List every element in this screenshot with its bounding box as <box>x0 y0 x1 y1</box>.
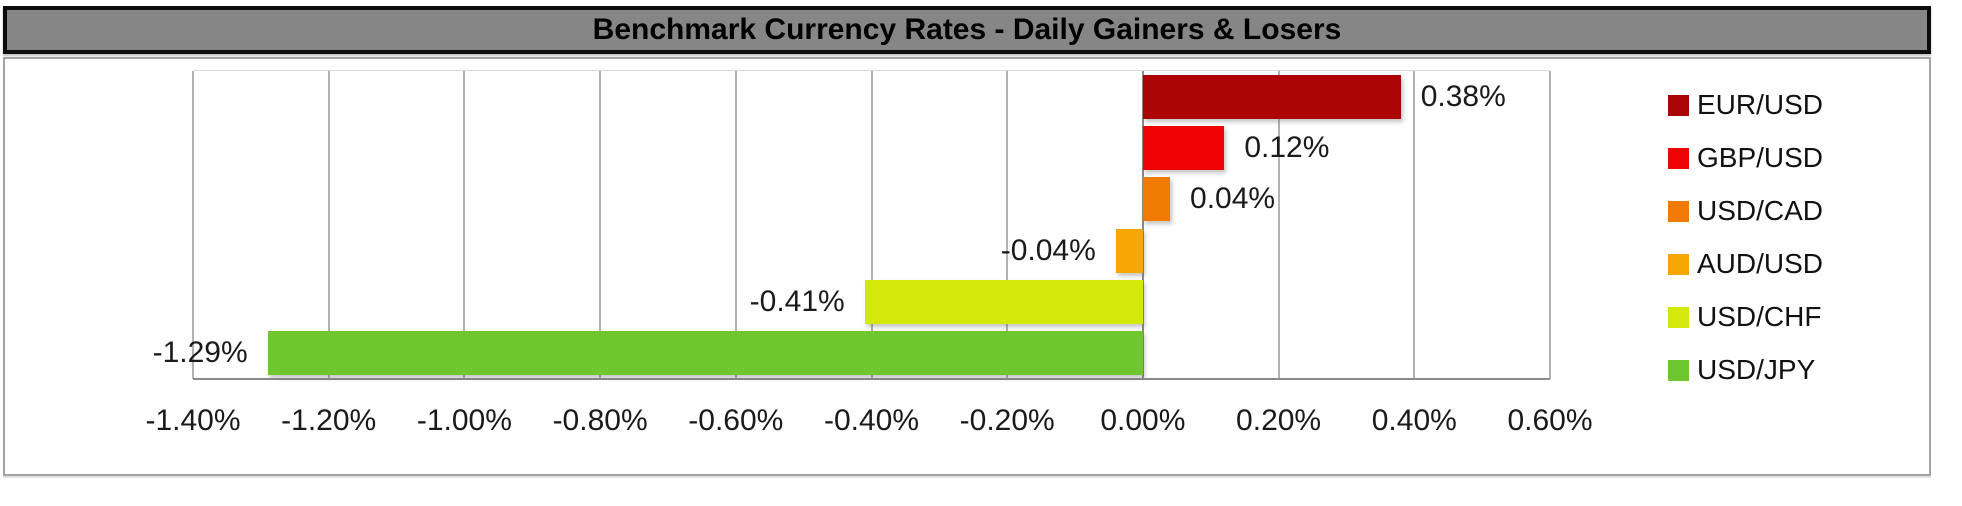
legend-label: EUR/USD <box>1697 89 1824 120</box>
legend-item-usd-chf: USD/CHF <box>1668 301 1821 333</box>
x-axis-tick-label: -1.20% <box>281 404 377 437</box>
gridline <box>1549 71 1551 379</box>
legend-color-swatch <box>1668 306 1689 328</box>
zero-axis-line <box>1141 71 1144 379</box>
bar-value-label-eur-usd: 0.38% <box>1420 79 1506 113</box>
legend-item-usd-jpy: USD/JPY <box>1668 354 1815 386</box>
x-axis-tick-label: 0.00% <box>1100 404 1186 437</box>
bar-usd-cad <box>1142 177 1171 222</box>
gridline <box>1277 71 1280 379</box>
legend-label: AUD/USD <box>1697 248 1824 279</box>
gridline <box>1413 71 1416 379</box>
bar-value-label-usd-cad: 0.04% <box>1190 182 1276 216</box>
legend-item-eur-usd: EUR/USD <box>1668 89 1823 121</box>
legend-color-swatch <box>1668 94 1689 116</box>
legend-label: GBP/USD <box>1697 142 1824 173</box>
x-axis-tick-label: -0.60% <box>688 404 784 437</box>
gridline <box>870 71 873 379</box>
x-axis: -1.40% -1.20% -1.00% -0.80% -0.60% -0.40% -0.2… <box>145 404 1592 441</box>
legend-item-gbp-usd: GBP/USD <box>1668 142 1823 174</box>
bar-aud-usd <box>1115 228 1143 273</box>
legend-label: USD/CAD <box>1697 195 1824 226</box>
x-axis-tick-label: -1.40% <box>145 404 241 437</box>
x-axis-tick-label: -0.40% <box>823 404 920 437</box>
bar-value-label-usd-chf: -0.41% <box>749 285 845 318</box>
chart-title-bar: Benchmark Currency Rates - Daily Gainers… <box>3 6 1931 54</box>
gridline <box>599 71 602 379</box>
bar-usd-chf <box>864 280 1143 324</box>
legend-color-swatch <box>1668 147 1689 169</box>
bar-value-label-aud-usd: -0.04% <box>1000 233 1096 267</box>
x-axis-tick-label: -1.00% <box>416 404 512 437</box>
bar-value-label-gbp-usd: 0.12% <box>1244 131 1330 164</box>
legend: EUR/USD GBP/USD USD/CAD AUD/USD USD/CHF USD/J… <box>1668 89 1923 449</box>
gridline <box>463 71 466 379</box>
legend-color-swatch <box>1668 359 1689 381</box>
legend-label: USD/JPY <box>1697 354 1816 385</box>
plot-area: 0.38% 0.12% 0.04% -0.04% -0.41% -1.29% <box>153 70 1551 380</box>
bar-eur-usd <box>1142 74 1401 119</box>
x-axis-tick-label: -0.80% <box>552 404 648 437</box>
gridline <box>734 71 737 379</box>
chart-title: Benchmark Currency Rates - Daily Gainers… <box>592 13 1342 46</box>
legend-color-swatch <box>1668 200 1689 222</box>
gridline <box>1006 71 1009 379</box>
chart-area: 0.38% 0.12% 0.04% -0.04% -0.41% -1.29% -1.40%… <box>3 57 1931 476</box>
bar-usd-jpy <box>267 331 1143 376</box>
x-axis-line <box>193 378 1550 380</box>
x-axis-tick-label: 0.40% <box>1371 404 1457 437</box>
bar-gbp-usd <box>1142 126 1225 170</box>
legend-label: USD/CHF <box>1697 301 1822 332</box>
x-axis-tick-label: 0.60% <box>1507 404 1593 437</box>
legend-item-aud-usd: AUD/USD <box>1668 248 1823 280</box>
x-axis-tick-label: -0.20% <box>959 404 1055 437</box>
legend-item-usd-cad: USD/CAD <box>1668 195 1823 227</box>
x-axis-tick-label: 0.20% <box>1236 404 1322 437</box>
gridline <box>192 71 194 379</box>
legend-color-swatch <box>1668 253 1689 275</box>
gridline <box>327 71 330 379</box>
bar-value-label-usd-jpy: -1.29% <box>152 336 248 370</box>
